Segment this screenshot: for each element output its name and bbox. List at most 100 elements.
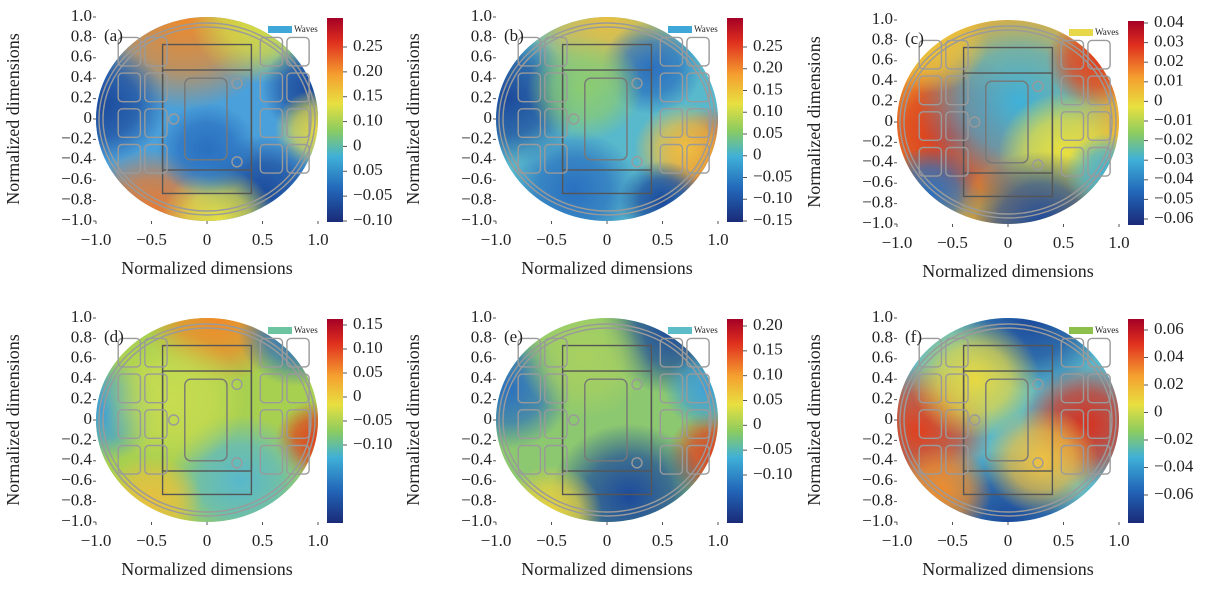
colorbar [327,319,343,523]
structure-outline [498,22,716,216]
y-tick-label: −1.0 [461,210,492,229]
colorbar [727,18,743,222]
y-tick-label: −1.0 [461,511,492,530]
y-axis-label: Normalized dimensions [804,334,824,505]
y-tick-label: −0.4 [862,450,893,469]
colorbar-tick-label: 0.15 [353,86,383,105]
legend-swatch [1069,29,1093,36]
x-tick-label: −1.0 [81,230,112,249]
y-tick-label: −0.6 [61,169,92,188]
heatmap-field [897,318,1119,522]
colorbar-tick-label: −0.06 [1154,484,1193,503]
y-tick-label: −0.8 [862,193,893,212]
y-tick-label: 0 [484,409,493,428]
y-tick-label: −0.2 [461,429,492,448]
legend-swatch [1069,327,1093,334]
y-tick-label: −0.6 [61,470,92,489]
colorbar-tick-label: 0.20 [353,61,383,80]
colorbar-tick-label: 0.01 [1154,71,1184,90]
colorbar [727,319,743,523]
panel: (e) Waves−1.0 −0.5 0 0.5 1.01.00.80.60.40.20−… [403,307,792,579]
y-tick-label: 0.8 [471,327,492,346]
structure-outline [498,323,716,517]
y-tick-label: 0.6 [471,348,492,367]
x-tick-label: 0.5 [252,230,273,249]
colorbar-tick-label: 0.05 [753,389,783,408]
panel-label: (e) [504,327,523,346]
y-tick-label: −0.8 [461,491,492,510]
colorbar-tick-label: 0 [1154,401,1163,420]
x-tick-label: −0.5 [136,230,167,249]
x-axis-label: Normalized dimensions [922,559,1093,579]
x-tick-label: 0 [603,230,612,249]
colorbar-tick-label: −0.01 [1154,110,1193,129]
colorbar-tick-label: 0.06 [1154,319,1184,338]
heatmap-blob [983,407,1100,514]
colorbar-tick-label: 0.04 [1154,12,1184,31]
heatmap-blob [156,103,258,197]
colorbar-tick-label: −0.05 [353,410,392,429]
colorbar-tick-label: −0.10 [753,188,792,207]
x-tick-label: 0 [1004,233,1013,252]
colorbar-tick-label: 0.10 [353,338,383,357]
y-tick-label: 0.4 [872,368,894,387]
panel-label: (f) [905,327,922,346]
colorbar-tick-label: 0.10 [753,101,783,120]
x-axis-label: Normalized dimensions [121,559,292,579]
y-tick-label: 0.8 [71,26,92,45]
colorbar-tick-label: 0.05 [353,160,383,179]
y-tick-label: −1.0 [61,511,92,530]
colorbar-tick-label: 0.25 [753,36,783,55]
x-tick-label: 0 [1004,531,1013,550]
y-tick-label: 0.6 [872,348,893,367]
y-tick-label: 0.8 [471,26,492,45]
y-tick-label: 0.2 [471,389,492,408]
y-tick-label: −0.4 [461,149,492,168]
y-tick-label: 0.8 [71,327,92,346]
colorbar-tick-label: −0.05 [1154,188,1193,207]
legend-label: Waves [294,325,318,335]
x-axis-label: Normalized dimensions [521,258,692,278]
panel-label: (b) [504,26,524,45]
x-axis-label: Normalized dimensions [922,261,1093,281]
colorbar-tick-label: 0.05 [353,362,383,381]
x-tick-label: 0.5 [652,531,673,550]
y-tick-label: 1.0 [471,307,492,326]
x-tick-label: 0 [203,531,212,550]
x-tick-label: −1.0 [481,531,512,550]
y-tick-label: −1.0 [61,210,92,229]
colorbar-tick-label: −0.02 [1154,130,1193,149]
colorbar-tick-label: −0.06 [1154,208,1193,227]
y-tick-label: −0.6 [862,470,893,489]
y-tick-label: 1.0 [872,9,893,28]
panel-label: (c) [905,29,924,48]
y-tick-label: 0 [885,111,894,130]
y-axis-label: Normalized dimensions [3,334,23,505]
x-tick-label: 0.5 [252,531,273,550]
legend-label: Waves [694,325,718,335]
y-tick-label: 1.0 [71,307,92,326]
colorbar-tick-label: 0.25 [353,36,383,55]
y-tick-label: 0.2 [71,88,92,107]
colorbar-tick-label: 0 [753,414,762,433]
y-tick-label: 1.0 [872,307,893,326]
y-tick-label: −0.4 [61,149,92,168]
y-tick-label: 0.2 [872,389,893,408]
y-tick-label: 1.0 [71,6,92,25]
y-tick-label: 0.8 [872,29,893,48]
x-tick-label: −0.5 [536,230,567,249]
x-tick-label: 1.0 [307,230,328,249]
y-tick-label: −0.8 [862,491,893,510]
y-tick-label: 0.4 [71,67,93,86]
colorbar-tick-label: 0.02 [1154,51,1184,70]
heatmap-blob [96,44,167,164]
y-tick-label: −0.8 [61,190,92,209]
y-tick-label: 1.0 [471,6,492,25]
x-tick-label: −1.0 [882,531,913,550]
heatmap-blob [897,146,981,224]
colorbar-tick-label: −0.10 [353,210,392,229]
heatmap-blob [663,349,718,430]
y-tick-label: 0.4 [471,67,493,86]
x-tick-label: 0.5 [652,230,673,249]
